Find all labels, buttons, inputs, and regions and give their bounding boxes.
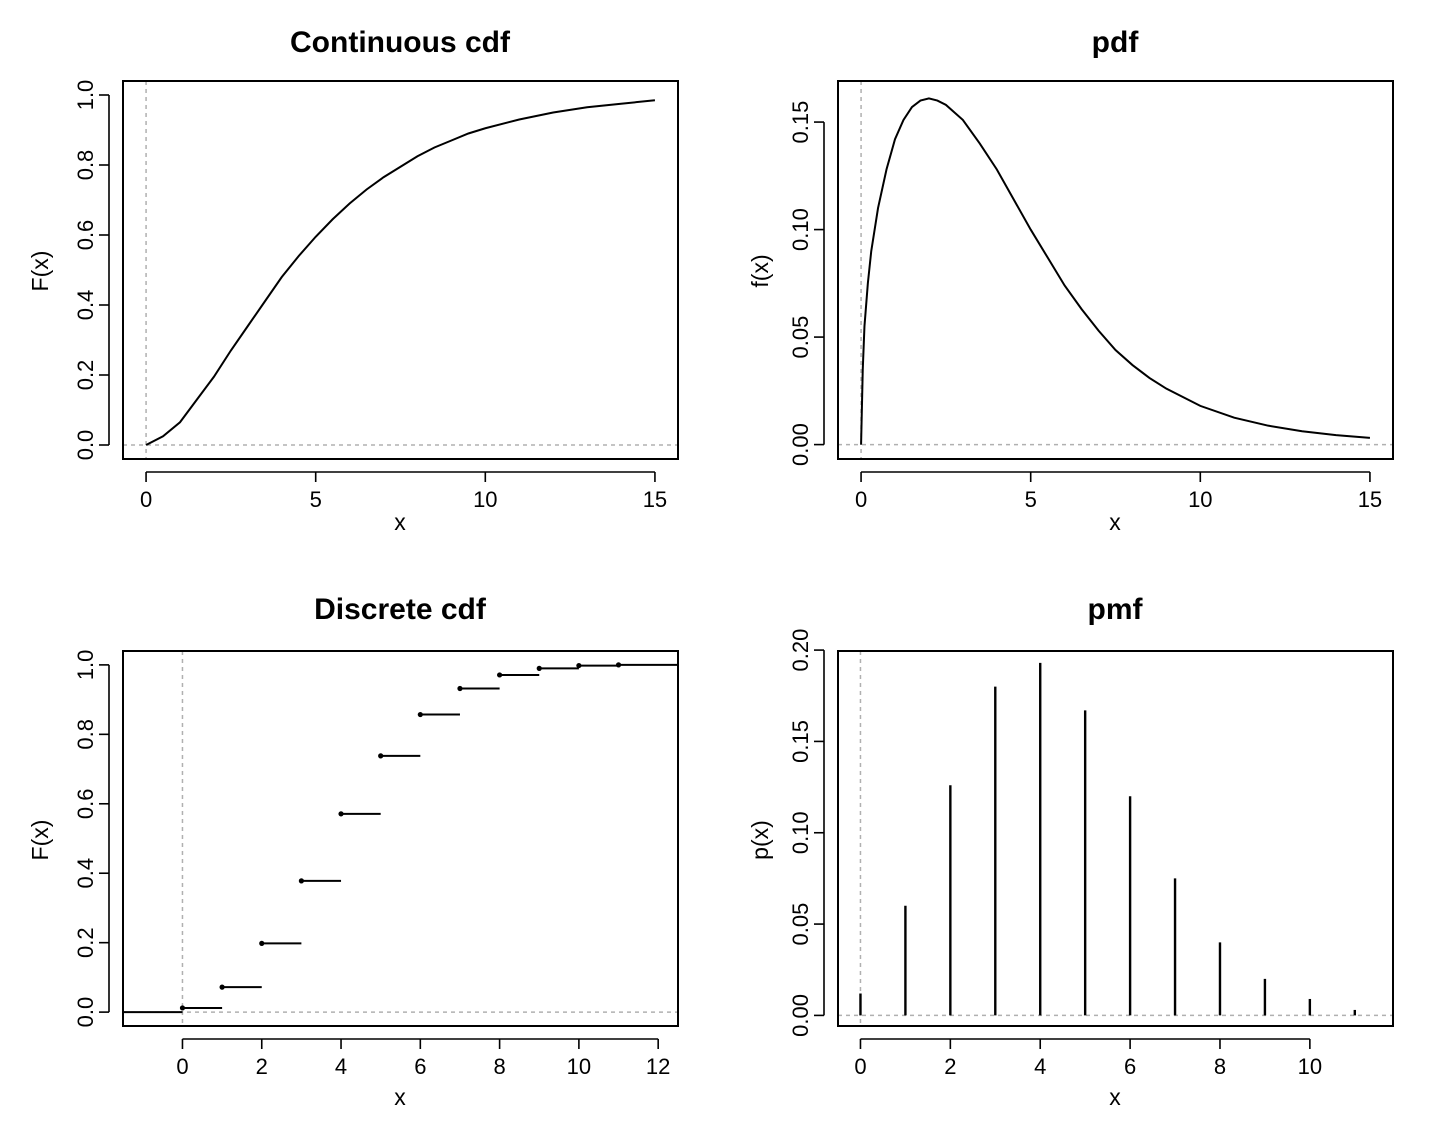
y-tick-label: 0.8 <box>73 150 98 181</box>
x-tick-label: 0 <box>855 487 867 512</box>
y-tick-label: 0.2 <box>73 360 98 391</box>
y-axis-label: F(x) <box>27 251 53 292</box>
plot-frame <box>122 650 679 1027</box>
y-tick-label: 0.4 <box>73 858 98 889</box>
y-tick-label: 0.6 <box>73 788 98 819</box>
step-point <box>536 665 542 671</box>
chart-title: Continuous cdf <box>290 26 511 59</box>
x-tick-label: 0 <box>176 1054 188 1079</box>
step-point <box>298 878 304 884</box>
series-line <box>860 97 1371 445</box>
step-point <box>378 753 384 759</box>
step-point <box>576 662 582 669</box>
x-axis-label: x <box>1109 1084 1121 1110</box>
plot-area: 0 5 10 15 0.00 0.05 0.10 0.15 <box>788 80 1394 512</box>
y-tick-label: 0.15 <box>788 720 813 763</box>
plot-frame <box>837 80 1394 460</box>
x-tick-label: 4 <box>335 1054 347 1079</box>
x-tick-label: 15 <box>643 487 667 512</box>
x-tick-label: 4 <box>1034 1054 1046 1079</box>
plot-area: 0 2 4 6 8 10 12 0.0 0.2 0.4 0.6 0.8 1.0 <box>73 650 679 1079</box>
x-tick-label: 0 <box>140 487 152 512</box>
plot-clip <box>838 81 1393 459</box>
chart-title: pmf <box>1088 593 1144 626</box>
y-axis-label: p(x) <box>747 820 773 860</box>
y-tick-label: 0.05 <box>788 316 813 359</box>
y-axis-label: F(x) <box>27 820 53 861</box>
step-point <box>338 811 344 817</box>
x-tick-label: 10 <box>567 1054 591 1079</box>
step-point <box>179 1005 186 1011</box>
plot-area: 0 5 10 15 0.0 0.2 0.4 0.6 0.8 1.0 <box>73 80 679 512</box>
plot-clip <box>123 81 678 459</box>
x-tick-label: 10 <box>473 487 497 512</box>
chart-title: Discrete cdf <box>314 593 487 626</box>
x-axis-label: x <box>394 1084 406 1110</box>
series-line <box>145 99 656 446</box>
x-tick-label: 5 <box>310 487 322 512</box>
y-tick-label: 0.6 <box>73 220 98 251</box>
y-axis-label: f(x) <box>747 254 773 287</box>
x-tick-label: 6 <box>414 1054 426 1079</box>
y-tick-label: 1.0 <box>73 80 98 111</box>
step-point <box>259 940 265 946</box>
y-tick-label: 0.10 <box>788 811 813 854</box>
y-tick-label: 0.10 <box>788 208 813 251</box>
y-tick-label: 0.0 <box>73 430 98 461</box>
y-tick-label: 0.2 <box>73 927 98 958</box>
x-tick-label: 8 <box>493 1054 505 1079</box>
plot-clip <box>838 651 1393 1026</box>
y-tick-label: 0.0 <box>73 997 98 1028</box>
y-tick-label: 0.15 <box>788 101 813 144</box>
y-tick-label: 0.00 <box>788 423 813 466</box>
panel-continuous-cdf: Continuous cdf x F(x) 0 5 10 15 0.0 0.2 0.4 0.6… <box>27 26 679 535</box>
step-point <box>497 672 503 678</box>
panel-pdf: pdf x f(x) 0 5 10 15 0.00 0.05 0.10 0.15 <box>747 26 1394 535</box>
y-tick-label: 0.05 <box>788 903 813 946</box>
x-axis-label: x <box>394 509 406 535</box>
x-tick-label: 10 <box>1298 1054 1322 1079</box>
x-tick-label: 10 <box>1188 487 1212 512</box>
panel-discrete-cdf: Discrete cdf x F(x) 0 2 4 6 8 10 12 0.0 0.2 0.4 0.… <box>27 593 679 1110</box>
x-tick-label: 2 <box>944 1054 956 1079</box>
y-tick-label: 0.00 <box>788 994 813 1037</box>
plot-frame <box>122 80 679 460</box>
y-tick-label: 1.0 <box>73 650 98 681</box>
step-point <box>457 685 463 692</box>
chart-title: pdf <box>1092 26 1140 59</box>
x-axis-label: x <box>1109 509 1121 535</box>
plot-area: 0 2 4 6 8 10 0.00 0.05 0.10 0.15 0.20 <box>788 629 1394 1079</box>
x-tick-label: 5 <box>1025 487 1037 512</box>
x-tick-label: 6 <box>1124 1054 1136 1079</box>
y-tick-label: 0.4 <box>73 290 98 321</box>
x-tick-label: 2 <box>256 1054 268 1079</box>
panel-pmf: pmf x p(x) 0 2 4 6 8 10 0.00 0.05 0.10 0.15 0.20 <box>747 593 1394 1110</box>
x-tick-label: 12 <box>646 1054 670 1079</box>
x-tick-label: 8 <box>1214 1054 1226 1079</box>
plot-clip <box>123 651 678 1026</box>
y-tick-label: 0.8 <box>73 719 98 750</box>
x-tick-label: 15 <box>1358 487 1382 512</box>
step-point <box>615 662 622 668</box>
y-tick-label: 0.20 <box>788 629 813 672</box>
step-point <box>219 984 225 990</box>
step-point <box>417 711 423 718</box>
x-tick-label: 0 <box>854 1054 866 1079</box>
plot-frame <box>837 650 1394 1027</box>
